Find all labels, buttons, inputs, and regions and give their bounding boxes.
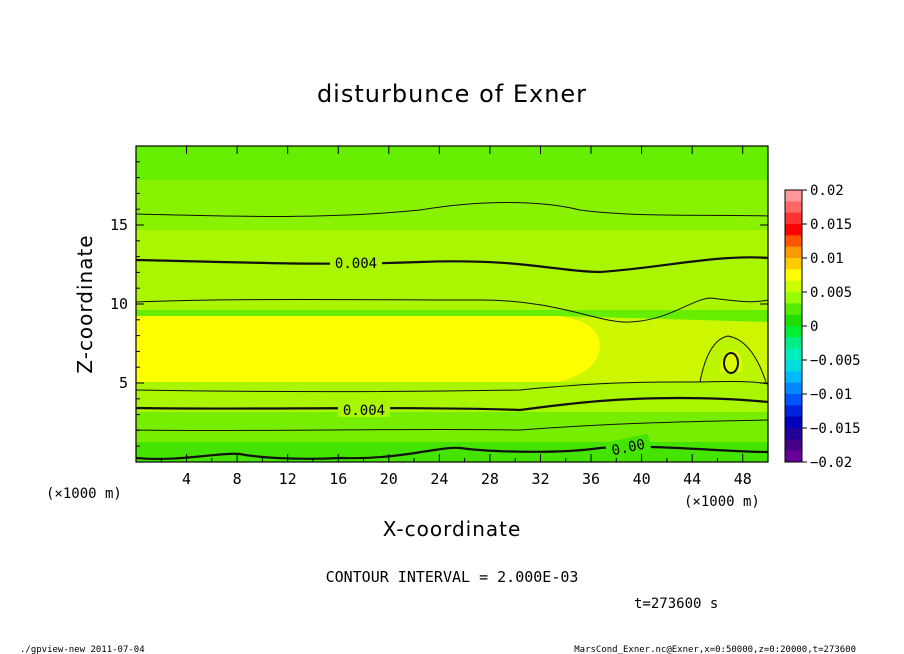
footer-right: MarsCond_Exner.nc@Exner,x=0:50000,z=0:20…	[574, 645, 856, 654]
colorbar-swatch	[785, 235, 802, 248]
colorbar-swatch	[785, 280, 802, 293]
colorbar-swatch	[785, 405, 802, 418]
contour-line	[135, 381, 769, 392]
band-upper-mid	[136, 180, 768, 230]
colorbar-swatch	[785, 394, 802, 406]
colorbar-swatch	[785, 439, 802, 452]
yellow-core	[136, 310, 600, 382]
contour-line	[699, 335, 767, 383]
colorbar-tick-label: 0.01	[810, 251, 844, 267]
contour-interval-text: CONTOUR INTERVAL = 2.000E-03	[326, 568, 579, 586]
contour-line	[135, 396, 769, 412]
contour-line	[135, 297, 769, 323]
x-tick-label: 48	[734, 470, 752, 488]
colorbar-swatch	[785, 258, 802, 270]
colorbar-swatch	[785, 246, 802, 259]
colorbar-tick-label: −0.015	[810, 421, 861, 437]
contour-line	[135, 202, 769, 217]
footer-left: ./gpview-new 2011-07-04	[20, 645, 145, 654]
colorbar-tick-label: 0	[810, 319, 818, 335]
colorbar-swatch	[785, 428, 802, 440]
colorbar-swatch	[785, 269, 802, 282]
band-bottom	[136, 442, 768, 462]
colorbar-tick-label: −0.02	[810, 455, 852, 471]
x-unit-left: (×1000 m)	[46, 486, 122, 502]
contour-label: 0.00	[610, 437, 646, 460]
x-tick-label: 12	[279, 470, 297, 488]
colorbar-tick-label: 0.015	[810, 217, 852, 233]
colorbar-tick-label: −0.005	[810, 353, 861, 369]
colorbar-tick-label: 0.005	[810, 285, 852, 301]
contour-label-bg	[330, 254, 382, 270]
y-axis: 5 10 15	[110, 161, 768, 447]
x-axis-label: X-coordinate	[383, 517, 522, 541]
contour-line	[135, 256, 769, 274]
colorbar-swatch	[785, 326, 802, 338]
contour-label: 0.004	[335, 256, 377, 272]
contour-line	[135, 419, 769, 432]
colorbar-swatch	[785, 382, 802, 395]
x-tick-label: 4	[182, 470, 191, 488]
x-tick-label: 8	[233, 470, 242, 488]
x-tick-label: 32	[531, 470, 549, 488]
x-tick-label: 28	[481, 470, 499, 488]
x-tick-label: 16	[329, 470, 347, 488]
colorbar-swatch	[785, 337, 802, 350]
colorbar-swatch	[785, 190, 802, 202]
y-axis-label: Z-coordinate	[73, 234, 97, 373]
colorbar-swatch	[785, 224, 802, 236]
colorbar-swatch	[785, 212, 802, 225]
band-lower	[136, 412, 768, 442]
y-tick-label: 5	[119, 374, 128, 392]
x-tick-label: 20	[380, 470, 398, 488]
colorbar-swatch	[785, 348, 802, 361]
x-axis: 4 8 12 16 20 24 28 32 36 40 44 48	[160, 146, 752, 488]
contour-line	[723, 352, 739, 374]
band-low	[136, 382, 768, 412]
colorbar-swatch	[785, 303, 802, 316]
x-tick-label: 44	[683, 470, 701, 488]
y-tick-label: 15	[110, 216, 128, 234]
colorbar: 0.02 0.015 0.01 0.005 0 −0.005 −0.01 −0.015 −0.0…	[784, 183, 861, 471]
x-tick-label: 24	[430, 470, 448, 488]
plot-area: 0.004 0.004 0.00	[135, 145, 769, 463]
x-tick-label: 36	[582, 470, 600, 488]
colorbar-swatch	[785, 292, 802, 304]
colorbar-swatch	[785, 360, 802, 372]
colorbar-swatch	[785, 416, 802, 429]
colorbar-tick-label: −0.01	[810, 387, 852, 403]
colorbar-swatch	[785, 371, 802, 384]
colorbar-swatch	[785, 201, 802, 214]
x-tick-label: 40	[633, 470, 651, 488]
band-mid	[136, 230, 768, 310]
contour-label-bg	[604, 433, 652, 459]
contour-label-bg	[338, 401, 390, 417]
chart-title: disturbunce of Exner	[317, 80, 587, 108]
time-label: t=273600 s	[634, 596, 718, 612]
y-tick-label: 10	[110, 295, 128, 313]
colorbar-tick-label: 0.02	[810, 183, 844, 199]
colorbar-swatch	[785, 450, 802, 463]
x-unit-right: (×1000 m)	[684, 494, 760, 510]
colorbar-swatch	[785, 314, 802, 327]
contour-label: 0.004	[343, 403, 385, 419]
